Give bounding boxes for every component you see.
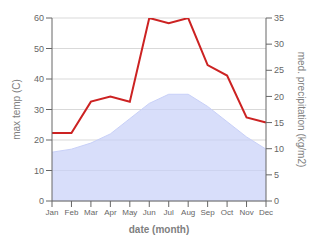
svg-text:med. precipitation (kg/m2): med. precipitation (kg/m2) [296, 52, 307, 168]
svg-text:Sep: Sep [201, 208, 216, 217]
svg-text:Jul: Jul [164, 208, 174, 217]
svg-text:60: 60 [34, 13, 44, 23]
svg-text:0: 0 [39, 196, 44, 206]
svg-text:Jan: Jan [46, 208, 59, 217]
svg-text:30: 30 [34, 105, 44, 115]
svg-text:0: 0 [274, 196, 279, 206]
svg-text:5: 5 [274, 170, 279, 180]
svg-text:Apr: Apr [104, 208, 117, 217]
svg-text:Aug: Aug [181, 208, 195, 217]
svg-text:max temp (C): max temp (C) [11, 79, 22, 140]
svg-text:20: 20 [274, 92, 284, 102]
svg-text:Jun: Jun [143, 208, 156, 217]
svg-text:Oct: Oct [221, 208, 234, 217]
svg-text:Feb: Feb [65, 208, 79, 217]
svg-text:40: 40 [34, 74, 44, 84]
svg-text:15: 15 [274, 118, 284, 128]
svg-text:date (month): date (month) [129, 224, 190, 235]
svg-text:35: 35 [274, 13, 284, 23]
svg-text:10: 10 [274, 144, 284, 154]
svg-text:Nov: Nov [239, 208, 253, 217]
svg-text:50: 50 [34, 44, 44, 54]
svg-text:May: May [122, 208, 137, 217]
svg-text:10: 10 [34, 166, 44, 176]
svg-text:30: 30 [274, 39, 284, 49]
svg-text:25: 25 [274, 65, 284, 75]
svg-text:20: 20 [34, 135, 44, 145]
svg-text:Mar: Mar [84, 208, 98, 217]
svg-text:Dec: Dec [259, 208, 273, 217]
